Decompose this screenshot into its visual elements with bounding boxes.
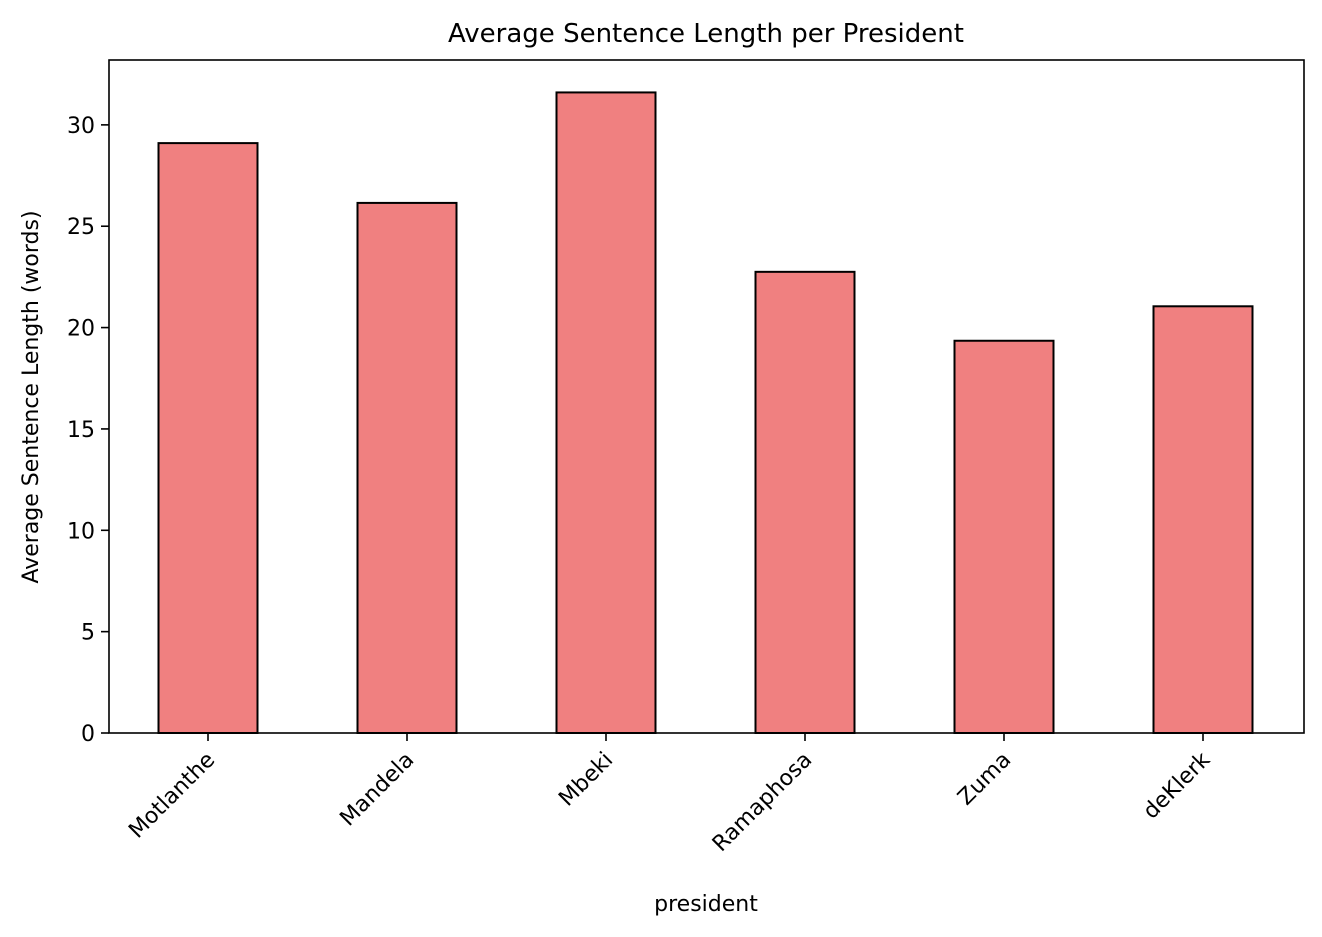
- y-axis-label: Average Sentence Length (words): [19, 210, 44, 583]
- y-axis: 0 5 10 15 20 25 30: [67, 114, 109, 747]
- y-tick-label: 25: [67, 215, 95, 240]
- x-tick-label: Motlanthe: [124, 748, 220, 844]
- bar-ramaphosa: [754, 270, 856, 734]
- bar-mbeki: [555, 91, 657, 735]
- bars-group: [157, 91, 1254, 735]
- bar-motlanthe: [157, 142, 259, 734]
- y-tick-label: 5: [81, 621, 95, 646]
- y-tick-label: 10: [67, 519, 95, 544]
- x-tick-label: Mandela: [335, 748, 419, 832]
- y-tick-label: 30: [67, 114, 95, 139]
- plot-frame: [108, 59, 1305, 734]
- chart-title: Average Sentence Length per President: [448, 19, 964, 49]
- bar-zuma: [953, 339, 1055, 734]
- x-tick-label: Mbeki: [554, 748, 618, 812]
- x-tick-label: Ramaphosa: [708, 748, 817, 857]
- bar-mandela: [356, 201, 458, 735]
- x-axis-label: president: [654, 892, 758, 917]
- y-tick-label: 0: [81, 722, 95, 747]
- bar-deklerk: [1152, 305, 1254, 734]
- x-tick-label: deKlerk: [1139, 747, 1216, 824]
- x-tick-label: Zuma: [953, 748, 1016, 811]
- x-axis: Motlanthe Mandela Mbeki Ramaphosa Zuma deKler…: [124, 733, 1215, 857]
- y-tick-label: 15: [67, 418, 95, 443]
- y-tick-label: 20: [67, 317, 95, 342]
